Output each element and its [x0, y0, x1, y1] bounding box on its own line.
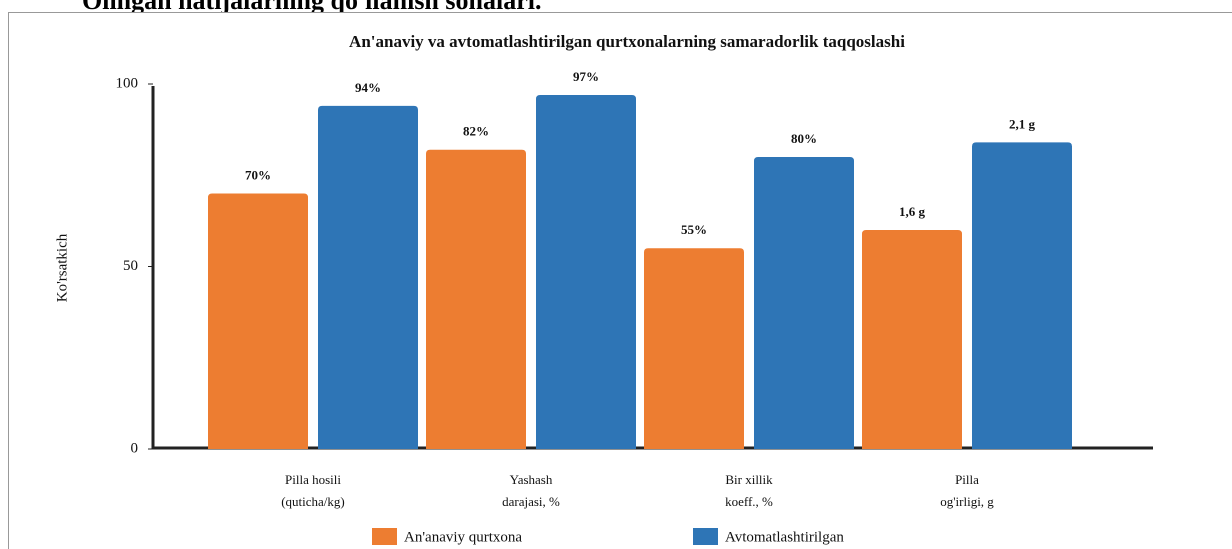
- x-tick-label: (quticha/kg): [281, 494, 345, 509]
- x-tick-label: darajasi, %: [502, 494, 560, 509]
- legend-swatch: [693, 528, 718, 545]
- data-label: 1,6 g: [899, 204, 926, 219]
- chart-title: An'anaviy va avtomatlashtirilgan qurtxon…: [349, 32, 905, 51]
- x-tick-label: Pilla hosili: [285, 472, 341, 487]
- legend-swatch: [372, 528, 397, 545]
- bar: [536, 94, 636, 449]
- legend-label: Avtomatlashtirilgan: [725, 529, 844, 545]
- y-tick-label: 0: [131, 440, 139, 456]
- legend-label: An'anaviy qurtxona: [404, 529, 522, 545]
- bar: [862, 230, 962, 449]
- data-label: 2,1 g: [1009, 116, 1036, 131]
- y-tick-label: 100: [116, 75, 139, 91]
- x-tick-label: og'irligi, g: [940, 494, 994, 509]
- x-tick-label: Bir xillik: [725, 472, 773, 487]
- data-label: 82%: [463, 124, 489, 139]
- x-tick-label: koeff., %: [725, 494, 773, 509]
- data-label: 94%: [355, 80, 381, 95]
- y-tick-label: 50: [123, 258, 138, 274]
- bar: [754, 157, 854, 449]
- data-label: 97%: [573, 69, 599, 84]
- data-label: 70%: [245, 167, 271, 182]
- document-heading: Olingan natijalarning qo'llanish sohalar…: [82, 0, 542, 15]
- x-tick-label: Pilla: [955, 472, 979, 487]
- x-tick-label: Yashash: [510, 472, 553, 487]
- data-label: 55%: [681, 222, 707, 237]
- bar: [426, 149, 526, 449]
- data-label: 80%: [791, 131, 817, 146]
- y-axis-label: Ko'rsatkich: [54, 233, 70, 302]
- bar: [644, 248, 744, 449]
- bar: [972, 142, 1072, 449]
- bar: [208, 193, 308, 449]
- bar: [318, 105, 418, 450]
